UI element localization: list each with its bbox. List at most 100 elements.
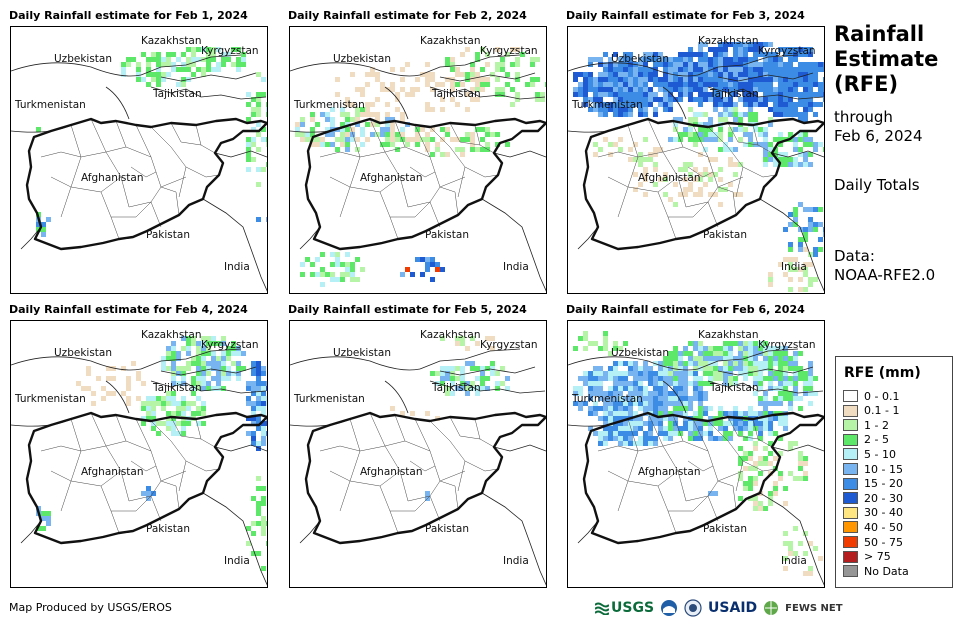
province-border xyxy=(195,124,202,146)
legend-swatch xyxy=(843,492,858,505)
province-border xyxy=(369,412,409,502)
province-border xyxy=(742,166,777,178)
legend-swatch xyxy=(843,404,858,417)
legend-label: 20 - 30 xyxy=(864,491,903,505)
legend-swatch xyxy=(843,521,858,534)
country-border xyxy=(707,380,824,394)
province-border xyxy=(752,124,759,146)
province-border xyxy=(160,480,180,510)
country-label-afghanistan: Afghanistan xyxy=(360,172,423,184)
legend-swatch xyxy=(843,477,858,490)
country-border xyxy=(11,356,142,371)
province-border xyxy=(135,418,152,452)
province-border xyxy=(607,176,629,188)
province-border xyxy=(379,485,399,534)
province-border xyxy=(128,470,187,502)
data-source: NOAA-RFE2.0 xyxy=(834,266,936,284)
country-border xyxy=(150,86,267,100)
legend-item: 30 - 40 xyxy=(843,506,903,520)
country-border xyxy=(429,86,546,100)
country-label-india: India xyxy=(781,261,807,273)
province-border xyxy=(339,418,361,512)
legend-swatch xyxy=(843,536,858,548)
province-border xyxy=(647,412,687,502)
country-label-kazakhstan: Kazakhstan xyxy=(420,35,481,47)
country-label-uzbekistan: Uzbekistan xyxy=(54,53,112,65)
legend-label: 15 - 20 xyxy=(864,477,903,491)
map-panel: Kazakhstan Kyrgyzstan Uzbekistan Tajikistan… xyxy=(567,320,825,588)
country-label-uzbekistan: Uzbekistan xyxy=(54,347,112,359)
legend-item: 1 - 2 xyxy=(843,418,889,432)
country-border xyxy=(662,86,687,120)
country-label-tajikistan: Tajikistan xyxy=(431,382,481,394)
country-border xyxy=(105,380,130,414)
legend-title: RFE (mm) xyxy=(844,365,921,381)
legend-swatch xyxy=(843,433,858,446)
province-border xyxy=(130,460,157,472)
country-border xyxy=(20,226,42,250)
country-border xyxy=(214,150,267,158)
country-label-tajikistan: Tajikistan xyxy=(152,382,202,394)
province-border xyxy=(657,485,677,534)
country-border xyxy=(11,62,142,77)
country-border xyxy=(384,380,409,414)
rainfall-cells xyxy=(573,42,824,292)
legend-label: 30 - 40 xyxy=(864,506,903,520)
country-label-afghanistan: Afghanistan xyxy=(360,466,423,478)
province-border xyxy=(414,418,431,452)
country-label-kyrgyzstan: Kyrgyzstan xyxy=(480,45,538,57)
province-border xyxy=(617,418,639,512)
logo-strip: USGS USAID FEWS NET xyxy=(595,598,843,618)
doi-seal-icon xyxy=(684,599,702,617)
province-border xyxy=(409,166,436,178)
country-label-afghanistan: Afghanistan xyxy=(638,466,701,478)
country-label-india: India xyxy=(503,555,529,567)
province-border xyxy=(637,146,684,158)
map-credit: Map Produced by USGS/EROS xyxy=(9,601,172,614)
province-border xyxy=(607,470,629,482)
country-label-tajikistan: Tajikistan xyxy=(709,382,759,394)
country-label-kyrgyzstan: Kyrgyzstan xyxy=(758,339,816,351)
country-label-kyrgyzstan: Kyrgyzstan xyxy=(758,45,816,57)
country-label-pakistan: Pakistan xyxy=(425,229,469,241)
noaa-logo-icon xyxy=(661,600,678,616)
province-border xyxy=(329,176,351,188)
province-border xyxy=(717,480,737,510)
province-border xyxy=(90,412,130,502)
country-label-afghanistan: Afghanistan xyxy=(638,172,701,184)
country-border xyxy=(299,226,321,250)
legend-label: No Data xyxy=(864,564,909,578)
country-label-turkmenistan: Turkmenistan xyxy=(14,393,86,405)
country-border xyxy=(717,366,814,376)
province-border xyxy=(742,460,777,472)
country-border xyxy=(577,520,599,544)
country-label-pakistan: Pakistan xyxy=(703,229,747,241)
country-border xyxy=(439,72,536,82)
country-border xyxy=(493,150,546,158)
country-border xyxy=(577,226,599,250)
country-label-tajikistan: Tajikistan xyxy=(709,88,759,100)
province-border xyxy=(707,201,719,228)
legend-item: 0 - 0.1 xyxy=(843,389,899,403)
province-border xyxy=(111,495,152,512)
legend-label: 2 - 5 xyxy=(864,433,889,447)
country-label-kyrgyzstan: Kyrgyzstan xyxy=(201,45,259,57)
province-border xyxy=(50,470,72,482)
country-label-pakistan: Pakistan xyxy=(425,523,469,535)
province-border xyxy=(90,118,130,208)
province-border xyxy=(100,485,120,534)
province-border xyxy=(185,460,220,472)
legend-label: 5 - 10 xyxy=(864,447,896,461)
country-border xyxy=(481,492,546,586)
legend-item: 20 - 30 xyxy=(843,491,903,505)
province-border xyxy=(429,126,466,198)
legend-item: > 75 xyxy=(843,550,891,564)
province-border xyxy=(647,118,687,208)
legend-swatch xyxy=(843,506,858,519)
country-label-kazakhstan: Kazakhstan xyxy=(420,329,481,341)
country-border xyxy=(140,54,242,76)
